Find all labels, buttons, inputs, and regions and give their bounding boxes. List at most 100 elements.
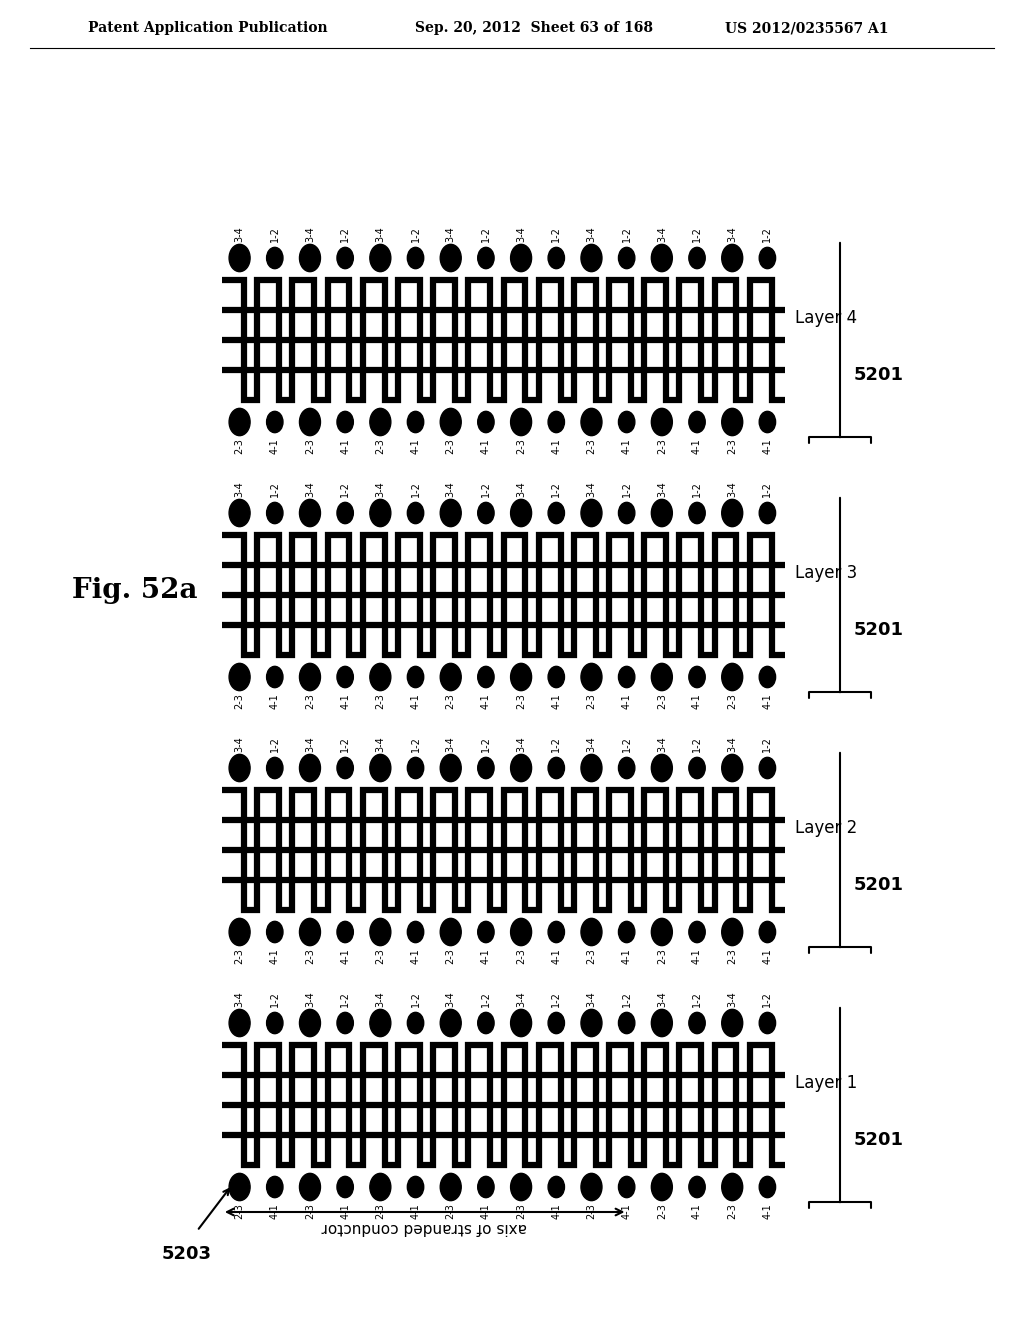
Ellipse shape: [478, 247, 495, 269]
Ellipse shape: [370, 408, 391, 436]
Ellipse shape: [759, 503, 775, 524]
Text: 2-3: 2-3: [445, 693, 456, 709]
Text: 1-2: 1-2: [411, 737, 421, 752]
Ellipse shape: [548, 247, 564, 269]
Ellipse shape: [548, 1012, 564, 1034]
Ellipse shape: [689, 247, 706, 269]
Text: 1-2: 1-2: [692, 480, 702, 498]
Text: 3-4: 3-4: [587, 482, 596, 498]
Ellipse shape: [266, 503, 283, 524]
Ellipse shape: [478, 758, 495, 779]
Text: 1-2: 1-2: [763, 737, 772, 752]
Text: 1-2: 1-2: [411, 480, 421, 498]
Ellipse shape: [618, 1176, 635, 1197]
Text: 3-4: 3-4: [234, 226, 245, 242]
Ellipse shape: [722, 919, 742, 945]
Text: 4-1: 4-1: [340, 438, 350, 454]
Text: 1-2: 1-2: [340, 737, 350, 752]
Text: 1-2: 1-2: [692, 991, 702, 1007]
Ellipse shape: [299, 919, 321, 945]
Text: 2-3: 2-3: [445, 948, 456, 964]
Ellipse shape: [759, 1012, 775, 1034]
Ellipse shape: [337, 921, 353, 942]
Text: 2-3: 2-3: [587, 948, 596, 964]
Ellipse shape: [651, 408, 673, 436]
Text: 3-4: 3-4: [587, 991, 596, 1007]
Text: 1-2: 1-2: [411, 991, 421, 1007]
Text: 5201: 5201: [854, 366, 904, 384]
Ellipse shape: [581, 1010, 602, 1036]
Text: 1-2: 1-2: [692, 226, 702, 242]
Text: 3-4: 3-4: [656, 482, 667, 498]
Text: US 2012/0235567 A1: US 2012/0235567 A1: [725, 21, 889, 36]
Text: 4-1: 4-1: [340, 693, 350, 709]
Text: 4-1: 4-1: [763, 948, 772, 964]
Text: 1-2: 1-2: [551, 226, 561, 242]
Ellipse shape: [229, 919, 250, 945]
Text: 4-1: 4-1: [411, 693, 421, 709]
Text: 1-2: 1-2: [269, 226, 280, 242]
Text: 4-1: 4-1: [622, 438, 632, 454]
Ellipse shape: [651, 754, 673, 781]
Ellipse shape: [408, 412, 424, 433]
Ellipse shape: [337, 758, 353, 779]
Text: Patent Application Publication: Patent Application Publication: [88, 21, 328, 36]
Ellipse shape: [370, 1010, 391, 1036]
Text: 3-4: 3-4: [376, 737, 385, 752]
Ellipse shape: [408, 1176, 424, 1197]
Text: 3-4: 3-4: [305, 482, 315, 498]
Text: 2-3: 2-3: [727, 438, 737, 454]
Ellipse shape: [408, 667, 424, 688]
Ellipse shape: [299, 1173, 321, 1201]
Text: 3-4: 3-4: [445, 226, 456, 242]
Ellipse shape: [511, 499, 531, 527]
Ellipse shape: [689, 1176, 706, 1197]
Ellipse shape: [266, 1176, 283, 1197]
Ellipse shape: [299, 664, 321, 690]
Ellipse shape: [440, 244, 461, 272]
Ellipse shape: [651, 244, 673, 272]
Text: 3-4: 3-4: [727, 226, 737, 242]
Ellipse shape: [408, 1012, 424, 1034]
Text: 4-1: 4-1: [269, 1203, 280, 1218]
Ellipse shape: [581, 754, 602, 781]
Text: 2-3: 2-3: [305, 948, 315, 964]
Ellipse shape: [651, 499, 673, 527]
Ellipse shape: [440, 1010, 461, 1036]
Text: Fig. 52a: Fig. 52a: [72, 577, 198, 603]
Text: 3-4: 3-4: [234, 482, 245, 498]
Text: 3-4: 3-4: [305, 991, 315, 1007]
Ellipse shape: [548, 921, 564, 942]
Ellipse shape: [511, 919, 531, 945]
Text: 2-3: 2-3: [376, 948, 385, 964]
Text: 2-3: 2-3: [305, 693, 315, 709]
Ellipse shape: [651, 1173, 673, 1201]
Text: 4-1: 4-1: [481, 438, 490, 454]
Text: 2-3: 2-3: [656, 1203, 667, 1218]
Text: 4-1: 4-1: [411, 1203, 421, 1218]
Ellipse shape: [370, 754, 391, 781]
Text: 2-3: 2-3: [376, 1203, 385, 1218]
Text: 2-3: 2-3: [516, 1203, 526, 1218]
Ellipse shape: [548, 503, 564, 524]
Text: 2-3: 2-3: [516, 438, 526, 454]
Text: 2-3: 2-3: [445, 1203, 456, 1218]
Ellipse shape: [651, 664, 673, 690]
Text: 3-4: 3-4: [376, 991, 385, 1007]
Text: Layer 4: Layer 4: [795, 309, 857, 327]
Text: 2-3: 2-3: [234, 693, 245, 709]
Ellipse shape: [266, 247, 283, 269]
Text: 5201: 5201: [854, 620, 904, 639]
Ellipse shape: [266, 667, 283, 688]
Ellipse shape: [581, 499, 602, 527]
Ellipse shape: [337, 503, 353, 524]
Text: axis of stranded conductor: axis of stranded conductor: [322, 1220, 527, 1236]
Text: 4-1: 4-1: [551, 948, 561, 964]
Text: 2-3: 2-3: [376, 693, 385, 709]
Text: 1-2: 1-2: [340, 480, 350, 498]
Text: 4-1: 4-1: [340, 948, 350, 964]
Text: 1-2: 1-2: [269, 480, 280, 498]
Text: 1-2: 1-2: [340, 226, 350, 242]
Text: 3-4: 3-4: [516, 991, 526, 1007]
Ellipse shape: [299, 244, 321, 272]
